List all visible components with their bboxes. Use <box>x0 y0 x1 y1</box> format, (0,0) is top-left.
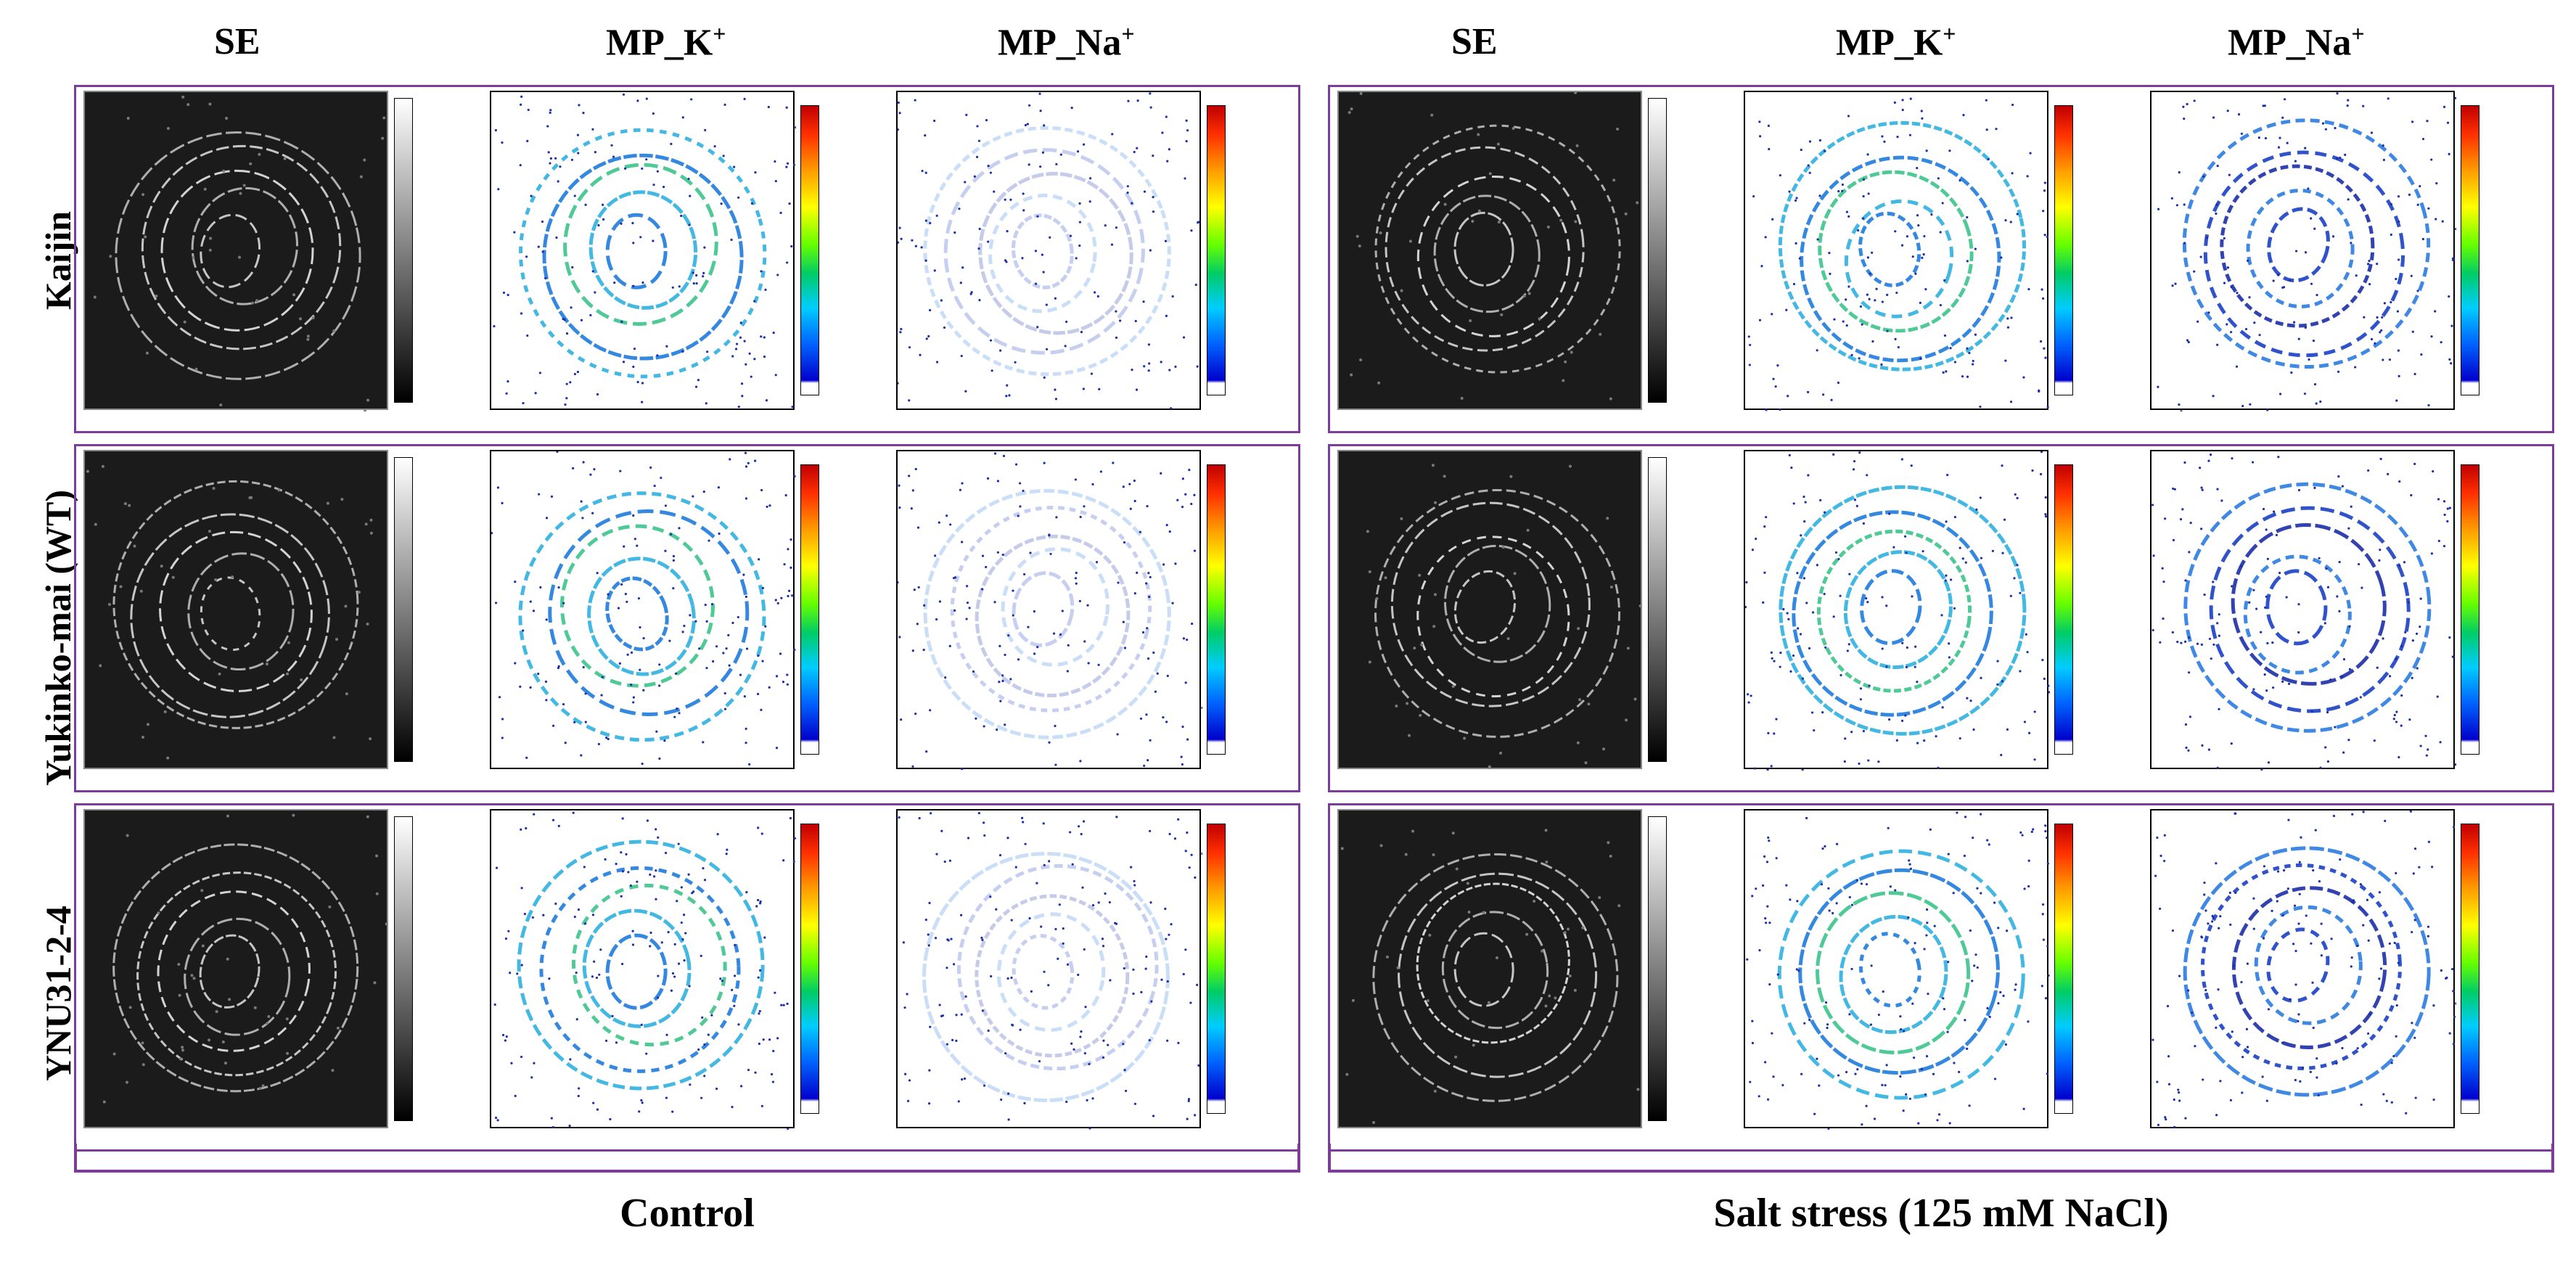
tissue-section-image <box>1747 97 2049 411</box>
row-label-yukinko-mai: Yukinko-mai (WT) <box>38 490 78 786</box>
tissue-section-image <box>1745 451 2050 771</box>
label-control: Control <box>620 1191 755 1236</box>
box-control-yukinko <box>74 444 1300 792</box>
header-mp-k-control: MP_K+ <box>606 20 726 64</box>
panel-salt-yukinko-mp-na <box>2150 450 2456 771</box>
panel-salt-kaijin-se <box>1337 91 1642 410</box>
panel-salt-yukinko-se <box>1337 450 1642 769</box>
header-mp-k-salt: MP_K+ <box>1836 20 1956 64</box>
box-control-ynu <box>74 803 1300 1152</box>
tissue-section-image <box>86 464 373 760</box>
tissue-section-image <box>2157 92 2456 411</box>
panel-control-yukinko-se <box>83 450 388 769</box>
panel-control-ynu-mp-na <box>896 809 1202 1130</box>
intensity-colorbar <box>1207 105 1226 395</box>
intensity-colorbar <box>2054 824 2073 1114</box>
panel-control-kaijin-se <box>83 91 388 411</box>
panel-control-ynu-mp-k <box>490 809 796 1130</box>
tissue-section-image <box>1746 811 2050 1130</box>
label-salt-stress: Salt stress (125 mM NaCl) <box>1713 1191 2169 1236</box>
panel-control-yukinko-mp-na <box>896 450 1202 771</box>
intensity-colorbar <box>2461 464 2479 755</box>
panel-salt-yukinko-mp-k <box>1744 450 2050 771</box>
tissue-section-image <box>1366 464 1642 768</box>
tissue-section-image <box>1348 92 1639 401</box>
tissue-section-image <box>1340 829 1640 1124</box>
intensity-colorbar <box>1207 824 1226 1114</box>
grayscale-colorbar <box>394 816 413 1121</box>
tissue-section-image <box>102 813 388 1104</box>
intensity-colorbar <box>2461 105 2479 395</box>
panel-control-yukinko-mp-k <box>490 450 796 769</box>
intensity-colorbar <box>800 464 819 755</box>
box-salt-kaijin <box>1328 85 2554 433</box>
header-se-salt: SE <box>1451 21 1498 62</box>
header-mp-na-salt: MP_Na+ <box>2228 20 2365 64</box>
tissue-section-image <box>898 92 1200 410</box>
box-control-kaijin <box>74 85 1300 433</box>
tissue-section-image <box>898 812 1202 1130</box>
grayscale-colorbar <box>394 457 413 762</box>
grayscale-colorbar <box>1648 98 1667 403</box>
tissue-section-image <box>493 811 796 1130</box>
box-salt-yukinko <box>1328 444 2554 792</box>
panel-salt-kaijin-mp-na <box>2150 91 2456 411</box>
panel-salt-ynu-mp-k <box>1744 809 2050 1130</box>
tissue-section-image <box>898 452 1202 771</box>
panel-control-kaijin-mp-k <box>490 91 796 410</box>
grayscale-colorbar <box>394 98 413 403</box>
panel-control-ynu-se <box>83 809 388 1128</box>
row-label-kaijin: Kaijin <box>38 210 78 311</box>
intensity-colorbar <box>800 824 819 1114</box>
intensity-colorbar <box>1207 464 1226 755</box>
grayscale-colorbar <box>1648 457 1667 762</box>
row-label-ynu31: YNU31-2-4 <box>38 906 78 1081</box>
bracket-salt <box>1328 1144 2554 1173</box>
panel-control-kaijin-mp-na <box>896 91 1201 410</box>
panel-salt-ynu-se <box>1337 809 1642 1128</box>
intensity-colorbar <box>2461 824 2479 1114</box>
header-se-control: SE <box>214 21 261 62</box>
tissue-section-image <box>2152 454 2456 771</box>
tissue-section-image <box>93 95 386 411</box>
header-mp-na-control: MP_Na+ <box>998 20 1135 64</box>
tissue-section-image <box>493 93 796 409</box>
grayscale-colorbar <box>1648 816 1667 1121</box>
tissue-section-image <box>2152 810 2456 1129</box>
tissue-section-image <box>491 451 796 766</box>
intensity-colorbar <box>800 105 819 395</box>
bracket-control <box>74 1144 1300 1173</box>
intensity-colorbar <box>2054 464 2073 755</box>
box-salt-ynu <box>1328 803 2554 1152</box>
intensity-colorbar <box>2054 105 2073 395</box>
panel-salt-ynu-mp-na <box>2150 809 2456 1129</box>
panel-salt-kaijin-mp-k <box>1744 91 2049 411</box>
